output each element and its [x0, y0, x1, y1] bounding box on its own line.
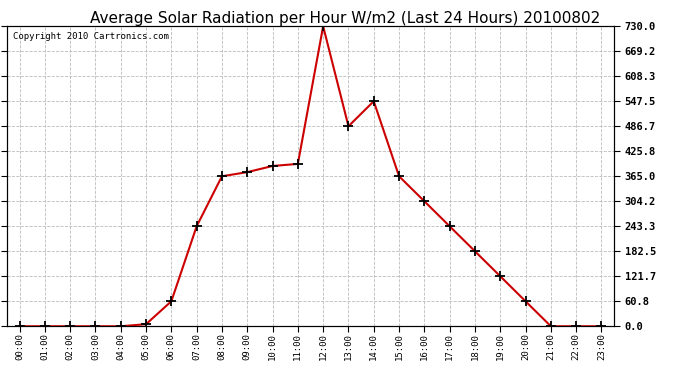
Text: Average Solar Radiation per Hour W/m2 (Last 24 Hours) 20100802: Average Solar Radiation per Hour W/m2 (L… — [90, 11, 600, 26]
Text: Copyright 2010 Cartronics.com: Copyright 2010 Cartronics.com — [13, 32, 169, 41]
